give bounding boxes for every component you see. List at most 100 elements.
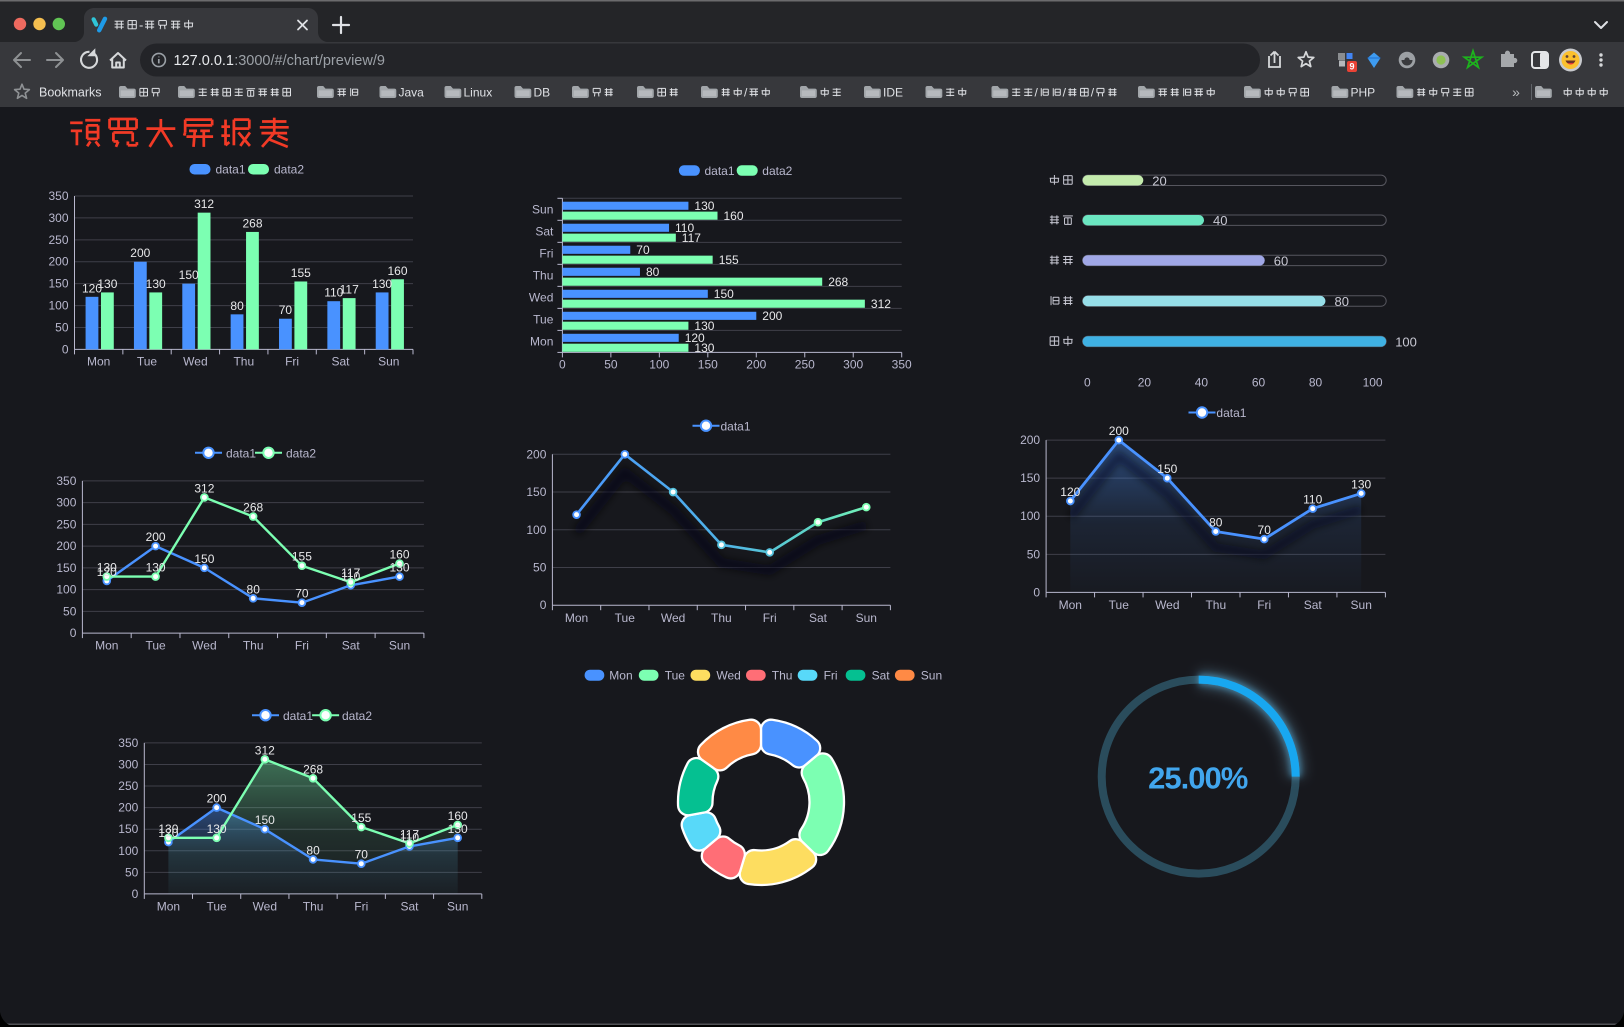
svg-text:Linux: Linux [464,86,493,100]
svg-text:350: 350 [892,358,912,372]
svg-text:350: 350 [48,189,68,203]
svg-text:130: 130 [372,277,392,291]
svg-text:Mon: Mon [609,669,632,683]
svg-text:130: 130 [146,561,166,575]
svg-text:160: 160 [448,809,468,823]
svg-text:350: 350 [118,736,138,750]
svg-text:Tue: Tue [137,355,158,369]
svg-text:Java: Java [399,86,425,100]
svg-text:Thu: Thu [533,268,554,282]
svg-text:Sat: Sat [809,611,828,625]
svg-text:200: 200 [146,530,166,544]
svg-text:150: 150 [1157,462,1177,476]
svg-text:130: 130 [158,822,178,836]
svg-text:60: 60 [1252,375,1266,389]
svg-text:200: 200 [762,309,782,323]
svg-text:0: 0 [559,358,566,372]
svg-text:350: 350 [56,474,76,488]
svg-text:110: 110 [400,830,419,844]
svg-text:268: 268 [243,501,263,515]
svg-text:200: 200 [130,246,150,260]
svg-text:312: 312 [194,481,214,495]
svg-text:100: 100 [48,299,68,313]
svg-text:Fri: Fri [824,669,838,683]
svg-text:150: 150 [714,287,734,301]
svg-text:data2: data2 [286,446,316,460]
svg-text:Sun: Sun [1351,598,1372,612]
svg-text:Mon: Mon [95,639,118,653]
svg-text:Mon: Mon [530,334,553,348]
svg-text:20: 20 [1152,173,1166,188]
svg-text:Sat: Sat [342,639,361,653]
svg-text:Wed: Wed [716,669,740,683]
svg-text:100: 100 [118,844,138,858]
svg-text:80: 80 [230,299,244,313]
svg-text:300: 300 [48,211,68,225]
svg-text:100: 100 [1020,509,1040,523]
svg-text:250: 250 [48,233,68,247]
svg-text:80: 80 [247,582,261,596]
svg-text:0: 0 [70,626,77,640]
svg-text:200: 200 [48,255,68,269]
svg-text:0: 0 [1084,375,1091,389]
svg-text:Tue: Tue [206,900,227,914]
svg-text:120: 120 [1060,485,1080,499]
svg-text:Fri: Fri [539,246,553,260]
svg-text:-: - [139,18,143,33]
svg-text:110: 110 [1303,493,1322,507]
svg-text:150: 150 [255,813,275,827]
svg-text:Thu: Thu [772,669,793,683]
svg-text:130: 130 [97,277,117,291]
svg-text:/: / [1091,86,1095,100]
svg-text:Tue: Tue [1109,598,1130,612]
svg-text:130: 130 [97,561,117,575]
svg-text:312: 312 [194,197,214,211]
svg-text:/: / [744,86,748,100]
svg-text:150: 150 [56,561,76,575]
svg-text:268: 268 [303,762,323,776]
svg-text:data1: data1 [283,709,313,723]
svg-text:data1: data1 [216,163,246,177]
svg-text:200: 200 [118,801,138,815]
svg-text:200: 200 [56,539,76,553]
svg-text:100: 100 [649,358,669,372]
svg-text:130: 130 [448,822,468,836]
svg-text:80: 80 [306,843,320,857]
svg-text:300: 300 [118,758,138,772]
svg-text:70: 70 [355,848,369,862]
svg-text:50: 50 [125,865,139,879]
svg-text:150: 150 [1020,471,1040,485]
svg-text:120: 120 [97,565,117,579]
svg-text:300: 300 [843,358,863,372]
svg-text:Tue: Tue [533,312,554,326]
svg-text:»: » [1512,84,1520,100]
svg-text:Wed: Wed [529,290,553,304]
svg-text:300: 300 [56,496,76,510]
svg-text:data1: data1 [705,164,735,178]
svg-text:80: 80 [1209,516,1223,530]
svg-text:IDE: IDE [883,86,903,100]
svg-text:Sun: Sun [921,669,942,683]
svg-text:117: 117 [400,827,419,841]
svg-text:70: 70 [295,587,309,601]
svg-text:/: / [1063,86,1067,100]
svg-text:150: 150 [118,822,138,836]
svg-text:Mon: Mon [1059,598,1082,612]
svg-text:20: 20 [1138,375,1152,389]
svg-text:155: 155 [292,550,312,564]
svg-text:Sun: Sun [532,202,553,216]
svg-text:160: 160 [724,209,744,223]
svg-text:70: 70 [636,243,650,257]
svg-text:Fri: Fri [295,639,309,653]
svg-text:80: 80 [646,265,660,279]
svg-text:data2: data2 [274,163,304,177]
svg-text:Mon: Mon [87,355,110,369]
svg-text:268: 268 [828,275,848,289]
svg-text:0: 0 [132,887,139,901]
svg-text:110: 110 [341,569,360,583]
svg-text:DB: DB [534,86,551,100]
svg-text:155: 155 [291,266,311,280]
svg-text:130: 130 [694,199,714,213]
svg-text:117: 117 [341,566,360,580]
svg-text:155: 155 [351,811,371,825]
